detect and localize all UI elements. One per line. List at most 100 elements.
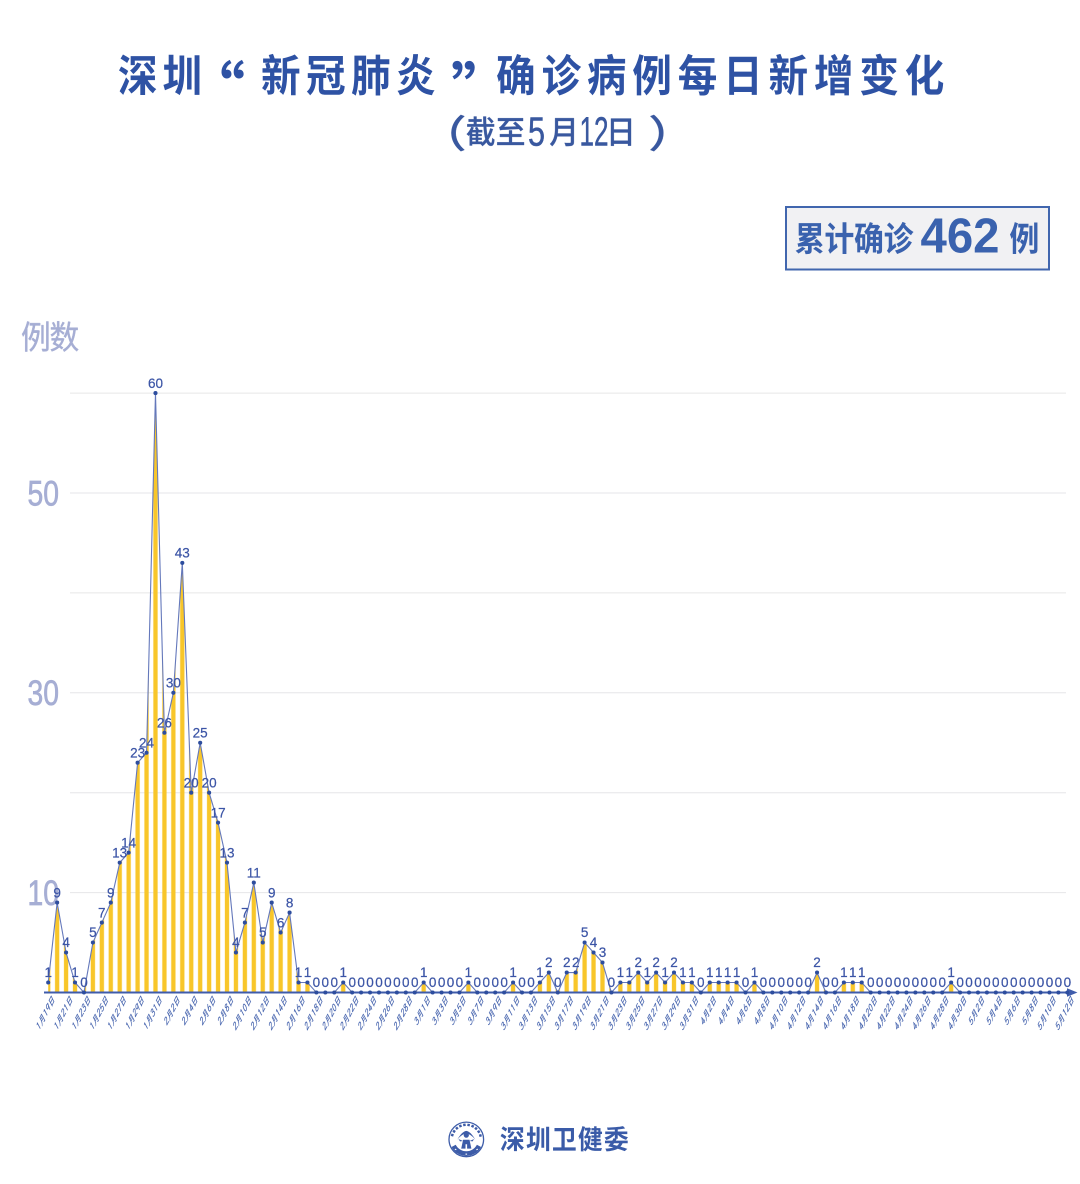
svg-text:9: 9 [107,885,115,900]
svg-text:1: 1 [679,965,687,980]
svg-text:0: 0 [1055,975,1063,990]
svg-text:4: 4 [590,935,598,950]
svg-text:0: 0 [438,975,446,990]
svg-text:0: 0 [331,975,339,990]
svg-text:0: 0 [804,975,812,990]
svg-text:462: 462 [921,210,1000,264]
svg-text:0: 0 [742,975,750,990]
svg-text:0: 0 [366,975,374,990]
svg-text:9: 9 [268,885,276,900]
svg-text:0: 0 [760,975,768,990]
svg-text:0: 0 [956,975,964,990]
svg-text:2: 2 [652,955,660,970]
svg-text:0: 0 [402,975,410,990]
svg-text:1: 1 [849,965,857,980]
svg-text:0: 0 [429,975,437,990]
svg-text:0: 0 [322,975,330,990]
svg-text:1: 1 [626,965,634,980]
svg-text:0: 0 [491,975,499,990]
svg-text:30: 30 [166,676,181,691]
svg-text:0: 0 [974,975,982,990]
svg-text:1: 1 [339,965,347,980]
svg-text:14: 14 [121,835,137,850]
svg-text:0: 0 [411,975,419,990]
svg-text:0: 0 [1001,975,1009,990]
svg-text:2: 2 [813,955,821,970]
svg-text:0: 0 [483,975,491,990]
svg-text:1: 1 [724,965,732,980]
svg-text:0: 0 [867,975,875,990]
svg-text:1: 1 [715,965,723,980]
svg-text:24: 24 [139,735,155,750]
svg-text:0: 0 [938,975,946,990]
svg-text:26: 26 [157,716,172,731]
svg-text:23: 23 [130,745,145,760]
svg-text:6: 6 [277,915,285,930]
svg-text:0: 0 [778,975,786,990]
svg-text:5: 5 [89,925,97,940]
svg-text:0: 0 [447,975,455,990]
svg-text:5: 5 [581,925,589,940]
svg-text:0: 0 [697,975,705,990]
svg-text:1: 1 [643,965,651,980]
svg-text:0: 0 [903,975,911,990]
svg-text:5: 5 [528,109,545,155]
svg-text:1: 1 [536,965,544,980]
svg-text:20: 20 [202,775,217,790]
svg-text:2: 2 [563,955,571,970]
svg-text:1: 1 [947,965,955,980]
svg-text:0: 0 [992,975,1000,990]
svg-text:0: 0 [1028,975,1036,990]
svg-text:0: 0 [384,975,392,990]
svg-text:1: 1 [661,965,669,980]
svg-text:1: 1 [71,965,79,980]
svg-text:0: 0 [1064,975,1072,990]
svg-text:0: 0 [795,975,803,990]
svg-text:0: 0 [608,975,616,990]
svg-text:0: 0 [876,975,884,990]
svg-text:30: 30 [28,673,60,713]
svg-text:0: 0 [1046,975,1054,990]
svg-text:0: 0 [313,975,321,990]
svg-text:1: 1 [420,965,428,980]
svg-text:25: 25 [193,726,208,741]
svg-text:0: 0 [474,975,482,990]
svg-text:0: 0 [1019,975,1027,990]
svg-text:0: 0 [786,975,794,990]
svg-text:1: 1 [509,965,517,980]
svg-text:0: 0 [983,975,991,990]
svg-text:50: 50 [28,473,60,513]
svg-text:0: 0 [456,975,464,990]
svg-text:10: 10 [28,873,60,913]
svg-text:1: 1 [706,965,714,980]
svg-text:2: 2 [572,955,580,970]
svg-text:4: 4 [232,935,240,950]
svg-text:7: 7 [241,905,249,920]
svg-text:0: 0 [1010,975,1018,990]
svg-text:12: 12 [580,109,609,155]
svg-text:0: 0 [500,975,508,990]
svg-text:1: 1 [465,965,473,980]
svg-text:0: 0 [1037,975,1045,990]
svg-text:0: 0 [554,975,562,990]
svg-text:2: 2 [545,955,553,970]
svg-text:60: 60 [148,376,163,391]
svg-text:8: 8 [286,895,294,910]
svg-text:13: 13 [112,845,127,860]
svg-text:1: 1 [858,965,866,980]
svg-text:1: 1 [295,965,303,980]
svg-text:0: 0 [885,975,893,990]
svg-text:0: 0 [348,975,356,990]
svg-text:0: 0 [965,975,973,990]
svg-text:0: 0 [375,975,383,990]
svg-text:1: 1 [44,965,52,980]
svg-text:1: 1 [733,965,741,980]
svg-text:4: 4 [62,935,70,950]
svg-text:1: 1 [751,965,759,980]
svg-text:0: 0 [769,975,777,990]
svg-text:0: 0 [80,975,88,990]
svg-text:17: 17 [211,805,226,820]
svg-text:1: 1 [617,965,625,980]
svg-text:2: 2 [670,955,678,970]
svg-text:11: 11 [247,865,261,880]
